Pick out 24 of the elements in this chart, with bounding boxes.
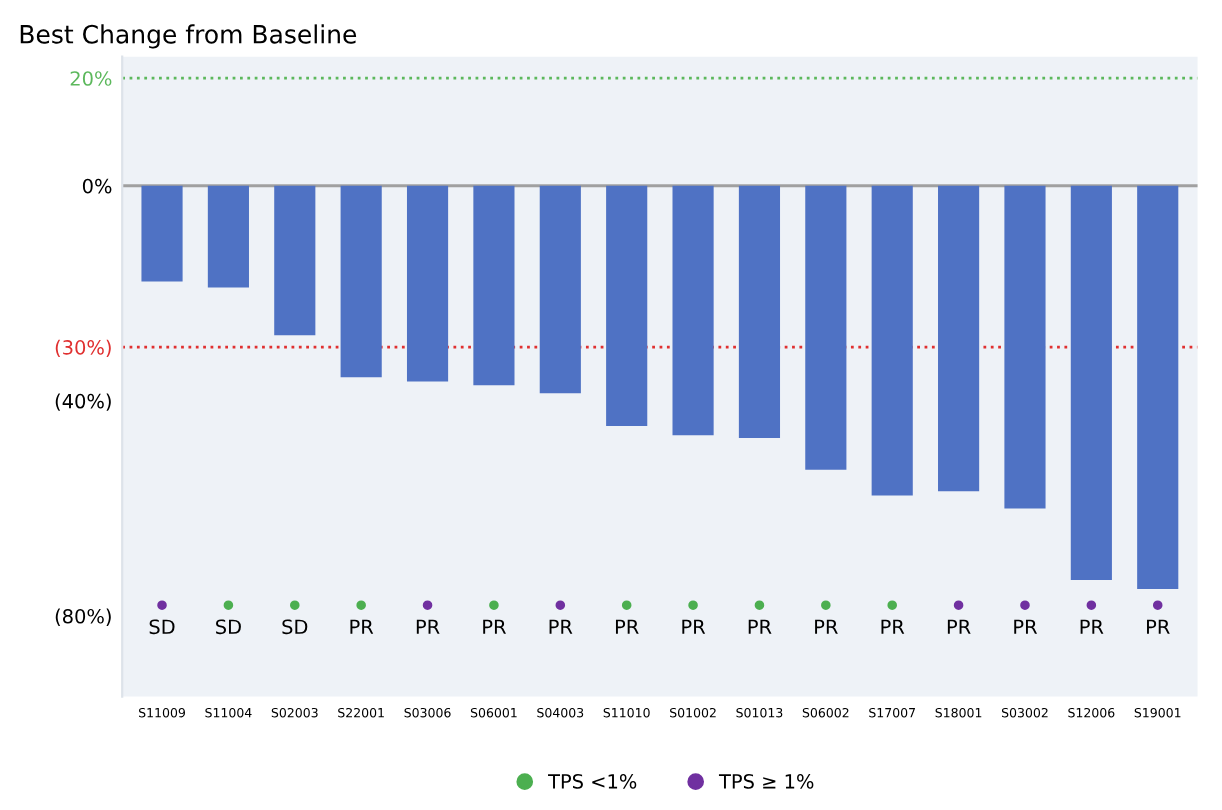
chart-title: Best Change from Baseline [20,24,357,49]
y-tick-label: 0% [82,178,112,194]
data-label: PR [1147,619,1170,634]
y-tick-label: 20% [70,71,112,86]
legend-label: TPS ≥ 1% [718,774,814,789]
legend-label: TPS <1% [548,774,637,789]
data-label: SD [216,619,241,635]
data-label: SD [149,619,175,635]
data-label: PR [1014,619,1038,634]
data-label: PR [350,619,374,634]
y-tick-label: (40%) [55,393,111,411]
data-label: PR [748,619,772,634]
data-label: PR [1080,619,1104,634]
data-label: PR [483,619,506,634]
data-label: PR [815,619,838,634]
y-tick-label: (30%) [55,339,111,358]
data-label: PR [881,619,905,634]
data-label: PR [682,619,706,634]
y-tick-label: (80%) [55,608,111,626]
data-label: PR [549,619,573,634]
data-label: SD [282,619,308,635]
data-label: PR [416,619,440,634]
data-label: PR [615,619,639,634]
data-label: PR [947,619,971,634]
